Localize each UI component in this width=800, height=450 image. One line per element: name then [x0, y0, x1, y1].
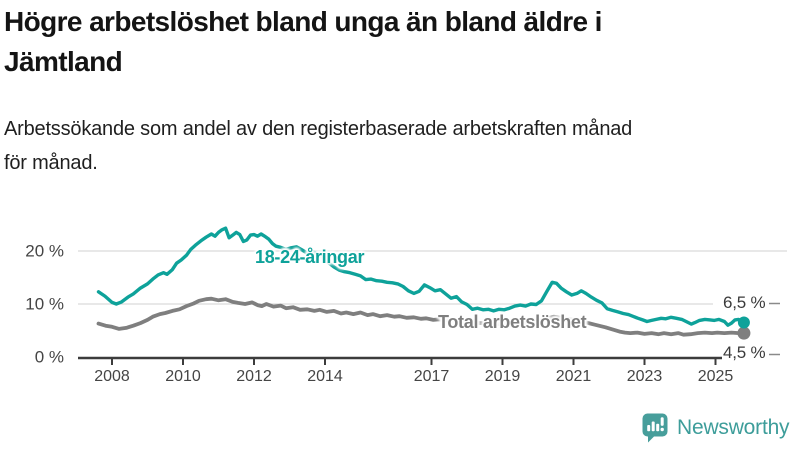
speech-bubble-shape: [642, 413, 668, 443]
logo-bar-1: [647, 425, 651, 432]
chart-subtitle-line1: Arbetssökande som andel av den registerb…: [4, 118, 633, 140]
x-tick-label-2017: 2017: [414, 368, 450, 385]
page-title: Högre arbetslöshet bland unga än bland ä…: [4, 2, 784, 82]
x-tick-label-2023: 2023: [627, 368, 663, 385]
newsworthy-wordmark: Newsworthy: [677, 415, 790, 439]
series-end-dot-young: [737, 316, 750, 329]
series-line-total: [96, 296, 746, 337]
x-tick-label-2014: 2014: [307, 368, 343, 385]
series-label-young: 18-24-åringar: [255, 247, 365, 267]
y-tick-label-20pct: 20 %: [25, 242, 64, 261]
series-label-total: Total arbetslöshet: [438, 312, 587, 332]
newsworthy-logo[interactable]: Newsworthy: [641, 412, 790, 443]
end-value-label-total: 4,5 %: [723, 343, 766, 362]
page-title-line1: Högre arbetslöshet bland unga än bland ä…: [4, 6, 602, 37]
y-tick-label-0pct: 0 %: [35, 348, 64, 367]
end-value-label-young: 6,5 %: [723, 293, 766, 312]
page-title-line2: Jämtland: [4, 46, 123, 77]
chart-subtitle: Arbetssökande som andel av den registerb…: [4, 112, 794, 180]
x-tick-label-2012: 2012: [236, 368, 272, 385]
x-tick-label-2025: 2025: [698, 368, 734, 385]
logo-bar-3: [656, 423, 660, 432]
series-line-young: [96, 226, 746, 327]
x-tick-label-2010: 2010: [165, 368, 201, 385]
logo-exclamation-dot: [660, 427, 664, 432]
logo-bar-2: [651, 421, 655, 432]
newsworthy-logo-icon: [642, 413, 668, 443]
logo-exclamation-bar: [660, 417, 664, 426]
y-tick-label-10pct: 10 %: [25, 295, 64, 314]
x-tick-label-2008: 2008: [94, 368, 130, 385]
x-tick-label-2019: 2019: [485, 368, 521, 385]
x-tick-label-2021: 2021: [556, 368, 592, 385]
series-end-dot-total: [737, 326, 751, 340]
chart-subtitle-line2: för månad.: [4, 152, 98, 174]
